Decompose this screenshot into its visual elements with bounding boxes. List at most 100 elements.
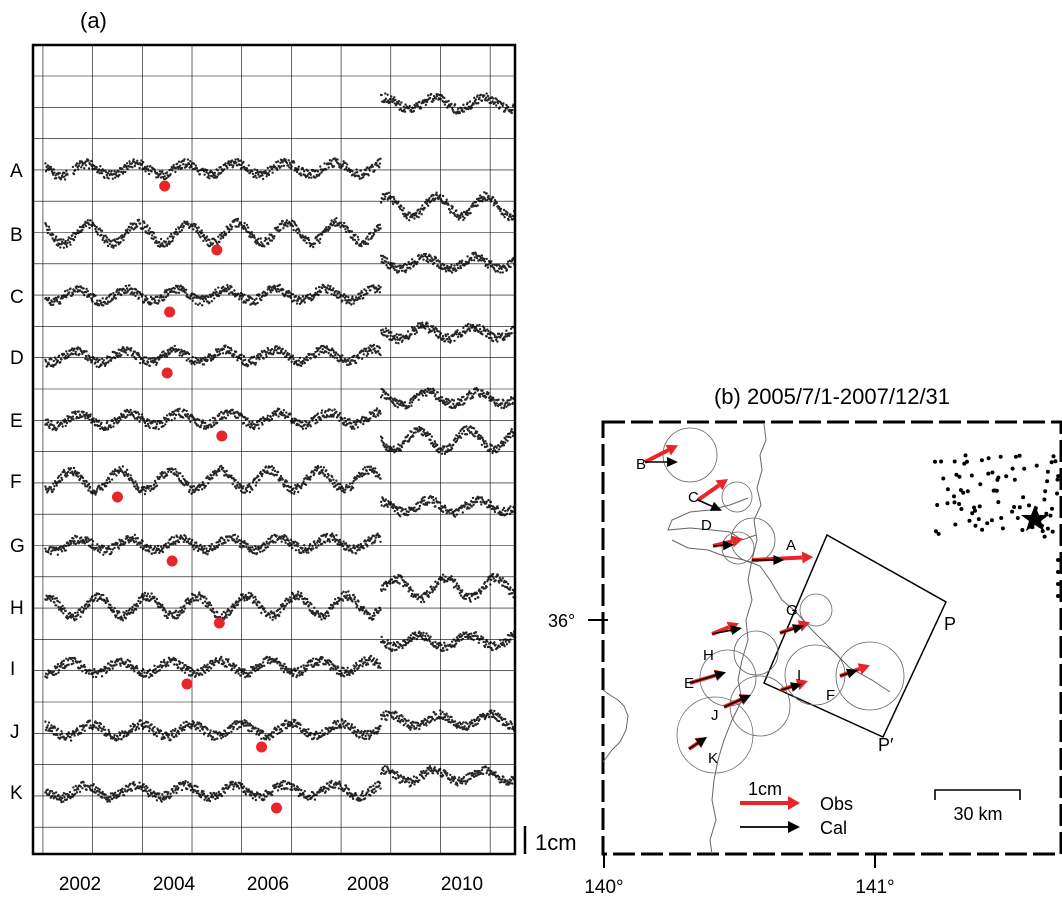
quake-dot xyxy=(962,461,967,466)
row-label-I: I xyxy=(10,659,15,680)
series-D-marker xyxy=(161,367,173,379)
lon-tick-141-label: 141° xyxy=(855,877,894,898)
earthquake-dots xyxy=(933,453,1061,598)
obs-arrow-B xyxy=(644,448,670,464)
cal-arrow-A-head xyxy=(773,555,785,565)
quake-dot xyxy=(1055,477,1060,482)
quake-dot xyxy=(957,502,962,506)
station-label-A: A xyxy=(786,537,796,554)
row-label-A: A xyxy=(10,161,23,182)
legend-obs-label: Obs xyxy=(820,794,853,814)
obs-arrow-D-head xyxy=(730,535,743,548)
quake-dot xyxy=(935,503,940,507)
series-B xyxy=(44,191,516,256)
quake-dot xyxy=(980,527,985,532)
quake-dot xyxy=(979,458,984,463)
panel-a-row-labels: A B C D E F G H I J K xyxy=(10,161,25,804)
fault-plane-rectangle xyxy=(763,533,947,738)
quake-dot xyxy=(978,482,983,487)
series-F xyxy=(44,425,516,503)
quake-dot xyxy=(1013,454,1018,459)
cal-arrow-D-head xyxy=(722,540,734,551)
cal-arrow-F xyxy=(839,672,848,677)
quake-dot xyxy=(954,472,959,477)
series-I-points xyxy=(44,629,516,679)
lat-tick-36-label: 36° xyxy=(548,611,575,631)
station-label-E: E xyxy=(684,675,694,692)
quake-dot xyxy=(1051,454,1056,459)
quake-dot xyxy=(1056,582,1060,586)
error-ellipse-F xyxy=(835,641,905,711)
obs-arrow-F-head xyxy=(857,663,870,675)
quake-dot xyxy=(1056,558,1060,562)
panel-a-label: (a) xyxy=(80,8,107,33)
series-J-marker xyxy=(256,741,268,753)
quake-dot xyxy=(952,500,957,505)
quake-dot xyxy=(941,476,946,481)
panel-a-frame xyxy=(31,43,517,856)
x-tick-2006: 2006 xyxy=(247,874,289,895)
quake-dot xyxy=(985,521,990,526)
quake-dot xyxy=(991,488,996,493)
quake-dot xyxy=(986,456,991,461)
quake-dot xyxy=(939,459,944,464)
series-E-points xyxy=(44,387,516,432)
station-label-C: C xyxy=(688,489,699,506)
quake-dot xyxy=(1020,528,1025,532)
quake-dot xyxy=(989,518,994,523)
quake-dot xyxy=(963,453,968,458)
x-tick-2008: 2008 xyxy=(347,874,389,895)
station-label-J: J xyxy=(711,707,719,724)
quake-dot xyxy=(1012,477,1017,482)
obs-arrow-B-head xyxy=(665,444,678,456)
quake-dot xyxy=(1042,497,1047,502)
quake-dot xyxy=(1021,495,1026,500)
series-K xyxy=(44,765,516,814)
cal-arrow-J xyxy=(723,698,742,708)
station-label-G: G xyxy=(786,602,798,619)
quake-dot xyxy=(1055,491,1059,496)
quake-dot xyxy=(1043,489,1048,494)
row-label-C: C xyxy=(10,287,24,308)
cal-arrow-K-head xyxy=(695,737,707,748)
row-label-D: D xyxy=(10,348,24,369)
quake-dot xyxy=(1048,513,1053,518)
quake-dot xyxy=(1053,459,1058,464)
mainshock-star xyxy=(1021,505,1049,531)
series-A-marker xyxy=(159,180,171,192)
series-D xyxy=(44,321,516,379)
series-C xyxy=(44,251,516,318)
series-I-marker xyxy=(181,678,193,690)
legend-cal-arrowhead xyxy=(788,821,800,833)
map-scale-bar: 30 km xyxy=(934,789,1021,824)
obs-arrow-I-head xyxy=(795,678,808,691)
series-C-points xyxy=(44,251,516,307)
series-F-marker xyxy=(111,491,123,503)
cal-arrow-B-head xyxy=(667,457,678,467)
legend-cal-label: Cal xyxy=(820,818,847,838)
row-label-F: F xyxy=(10,472,22,493)
scale-bar-1cm-label: 1cm xyxy=(535,830,577,855)
cal-arrow-G xyxy=(779,628,794,634)
quake-dot xyxy=(996,500,1001,505)
series-I xyxy=(44,629,516,690)
series-H-marker xyxy=(213,617,225,629)
panel-a-series xyxy=(44,92,516,814)
quake-dot xyxy=(1017,453,1022,458)
row-label-E: E xyxy=(10,411,23,432)
quake-dot xyxy=(1050,529,1055,534)
quake-dot xyxy=(952,494,956,499)
station-label-K: K xyxy=(708,750,718,767)
quake-dot xyxy=(1010,509,1015,514)
row-label-K: K xyxy=(10,783,23,804)
quake-dot xyxy=(1056,474,1061,479)
station-label-I: I xyxy=(797,667,801,684)
quake-dot xyxy=(959,507,964,511)
series-F-points xyxy=(44,425,516,496)
quake-dot xyxy=(977,504,982,509)
station-label-H: H xyxy=(703,647,714,664)
station-label-D: D xyxy=(701,517,712,534)
quake-dot xyxy=(986,471,991,476)
obs-arrow-C xyxy=(696,483,721,502)
